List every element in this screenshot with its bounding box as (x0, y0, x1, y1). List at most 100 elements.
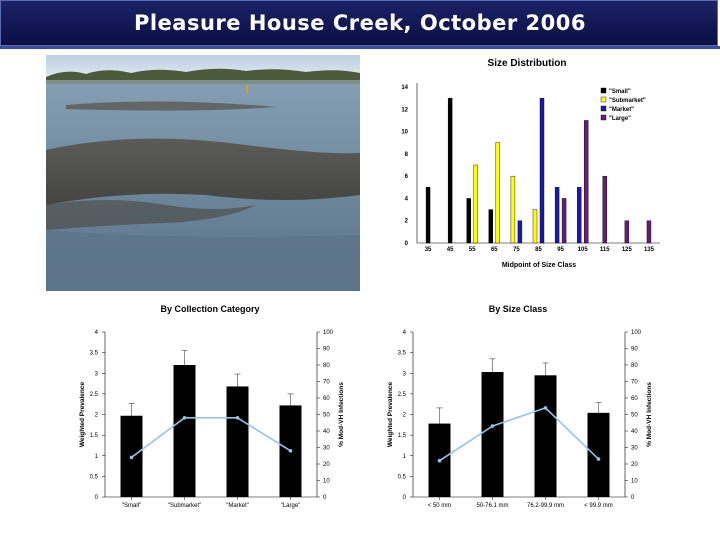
y-tick-label: 0 (95, 495, 99, 501)
x-tick-label: 85 (535, 247, 542, 253)
y2-tick-label: 30 (323, 446, 330, 452)
y2-tick-label: 60 (631, 396, 638, 402)
x-tick-label: 35 (425, 247, 432, 253)
y-tick-label: 0.5 (398, 474, 407, 480)
y-tick-label: 0.5 (90, 474, 99, 480)
y2-tick-label: 0 (323, 495, 327, 501)
infection-line (131, 417, 291, 459)
y2-tick-label: 100 (631, 330, 642, 336)
bar (587, 412, 610, 497)
y-tick-label: 10 (401, 130, 408, 136)
y-tick-label: 2 (403, 413, 407, 419)
y-tick-label: 8 (405, 152, 409, 158)
y-tick-label: 2.5 (398, 392, 407, 398)
y2-tick-label: 80 (631, 363, 638, 369)
x-axis-label: Midpoint of Size Class (502, 262, 576, 269)
y-tick-label: 4 (403, 330, 407, 336)
y2-tick-label: 100 (323, 330, 334, 336)
x-tick-label: 55 (469, 247, 476, 253)
infection-point (596, 457, 601, 461)
legend-entry: "Submarket" (609, 98, 646, 104)
bar (602, 175, 607, 244)
x-tick-label: 125 (622, 247, 633, 253)
y2-tick-label: 20 (323, 462, 330, 468)
infection-point (235, 416, 240, 420)
bar (488, 209, 494, 244)
chart-title: Size Distribution (488, 58, 567, 69)
y2-tick-label: 40 (323, 429, 330, 435)
title-underline (0, 46, 720, 49)
y-tick-label: 2.5 (90, 392, 99, 398)
chart-title: By Collection Category (160, 304, 259, 314)
bar (561, 198, 567, 244)
bar (646, 220, 652, 244)
y-tick-label: 1.5 (90, 433, 99, 439)
chart-title: By Size Class (489, 304, 548, 314)
x-tick-label: 115 (600, 247, 610, 253)
y-axis-label: Weighted Prevalence (79, 381, 86, 447)
bar (539, 97, 545, 244)
bar (473, 164, 478, 244)
bar (624, 220, 630, 244)
x-tick-label: "Small" (122, 503, 141, 509)
infection-point (182, 416, 187, 420)
y-tick-label: 4 (95, 330, 99, 336)
y2-tick-label: 50 (323, 413, 330, 419)
x-tick-label: 135 (644, 247, 655, 253)
y-tick-label: 0 (405, 241, 409, 247)
y2-tick-label: 30 (631, 446, 638, 452)
y-tick-label: 2 (405, 219, 409, 225)
y2-tick-label: 10 (323, 479, 330, 485)
infection-point (129, 455, 134, 460)
x-tick-label: < 50 mm (428, 503, 452, 509)
bar (447, 97, 453, 244)
x-tick-label: 45 (447, 247, 454, 253)
y2-tick-label: 60 (323, 396, 330, 402)
x-tick-label: "Large" (281, 503, 301, 509)
x-tick-label: 95 (557, 247, 564, 253)
bar (226, 386, 249, 497)
x-tick-label: 75 (513, 247, 520, 253)
y2-axis-label: % Mod-VH Infections (338, 382, 345, 447)
legend-entry: "Large" (609, 116, 631, 122)
y2-tick-label: 20 (631, 462, 638, 468)
y-tick-label: 6 (405, 174, 409, 180)
y-tick-label: 3 (95, 371, 99, 377)
y-tick-label: 3 (403, 371, 407, 377)
legend-swatch (600, 105, 607, 112)
bar (554, 187, 560, 244)
bar (583, 120, 589, 244)
y2-tick-label: 0 (631, 495, 635, 501)
x-tick-label: < 99.9 mm (584, 503, 613, 509)
infection-point (543, 406, 548, 410)
legend-entry: "Small" (609, 89, 631, 95)
bar (173, 365, 196, 497)
size-class-chart: By Size Class00.511.522.533.540102030405… (387, 304, 653, 509)
legend-swatch (600, 96, 607, 103)
bar (425, 187, 431, 244)
y2-axis-label: % Mod-VH Infections (646, 382, 653, 447)
y-tick-label: 2 (95, 413, 99, 419)
bar (495, 142, 501, 244)
y-tick-label: 1 (403, 454, 407, 460)
legend-swatch (600, 87, 607, 94)
legend-entry: "Market" (609, 107, 634, 113)
y-axis-label: Weighted Prevalence (387, 381, 394, 447)
bar (576, 187, 582, 244)
x-tick-label: 65 (491, 247, 498, 253)
x-tick-label: 105 (578, 247, 589, 253)
y2-tick-label: 50 (631, 413, 638, 419)
infection-point (437, 458, 442, 463)
bar (517, 220, 523, 244)
x-tick-label: "Market" (226, 503, 249, 509)
y2-tick-label: 80 (323, 363, 330, 369)
title-bar (0, 0, 718, 46)
y-tick-label: 1.5 (398, 433, 407, 439)
infection-point (490, 424, 495, 428)
y2-tick-label: 70 (323, 380, 330, 386)
y-tick-label: 1 (95, 454, 99, 460)
legend-swatch (600, 114, 607, 121)
y2-tick-label: 90 (631, 347, 638, 353)
bar (481, 372, 504, 497)
infection-point (288, 449, 293, 453)
